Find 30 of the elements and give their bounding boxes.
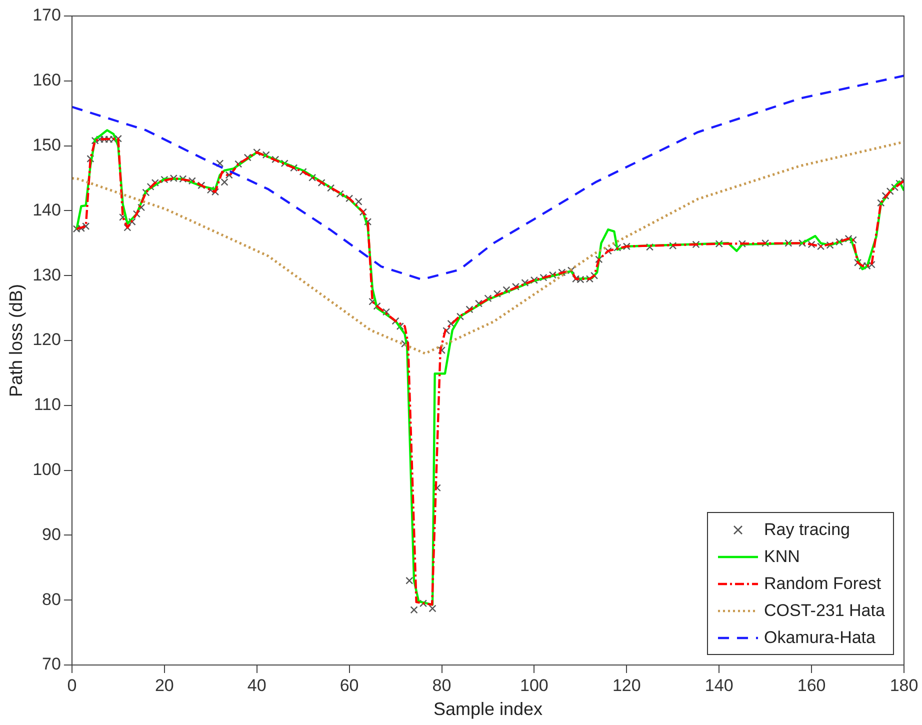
- legend-label: KNN: [764, 546, 800, 566]
- y-tick-label: 170: [32, 6, 61, 25]
- x-tick-label: 180: [890, 676, 918, 695]
- legend-label: COST-231 Hata: [764, 600, 885, 620]
- x-tick-label: 100: [520, 676, 548, 695]
- y-axis-title: Path loss (dB): [6, 284, 26, 398]
- y-tick-label: 160: [32, 70, 61, 90]
- x-tick-label: 140: [704, 676, 734, 695]
- x-tick-label: 120: [612, 676, 641, 695]
- x-axis-title: Sample index: [433, 699, 543, 720]
- x-tick-label: 160: [797, 676, 826, 695]
- y-tick-label: 130: [32, 265, 61, 284]
- y-tick-label: 120: [32, 330, 61, 350]
- y-tick-label: 90: [42, 524, 61, 544]
- x-tick-label: 20: [154, 676, 174, 695]
- x-tick-label: 0: [67, 676, 77, 695]
- legend-label: Ray tracing: [764, 520, 850, 540]
- y-tick-label: 110: [34, 395, 61, 414]
- x-tick-label: 80: [432, 676, 452, 695]
- line-series: [72, 140, 904, 355]
- legend-label: Random Forest: [764, 574, 882, 594]
- y-tick-label: 70: [42, 654, 61, 674]
- y-tick-label: 140: [32, 200, 61, 220]
- legend-label: Okamura-Hata: [764, 628, 876, 648]
- x-tick-label: 60: [340, 676, 359, 695]
- y-tick-label: 150: [32, 135, 61, 154]
- x-tick-label: 40: [247, 676, 266, 695]
- line-series: [72, 74, 904, 281]
- y-tick-label: 80: [42, 590, 61, 609]
- y-tick-label: 100: [32, 460, 61, 479]
